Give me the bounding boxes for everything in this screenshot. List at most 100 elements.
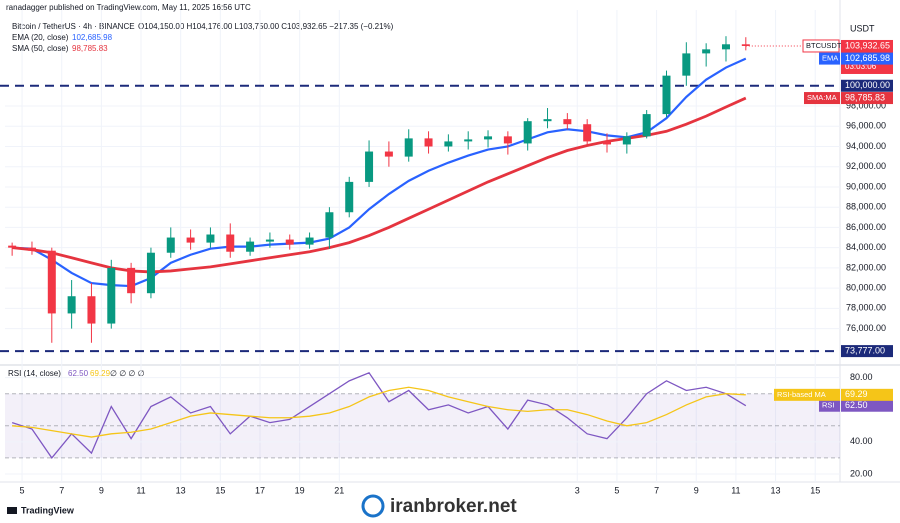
x-tick-label: 17 bbox=[255, 485, 265, 495]
ma-name-badge bbox=[819, 52, 840, 65]
candle-body bbox=[642, 114, 651, 137]
symbol-title: Bitcoin / TetherUS · 4h · BINANCE bbox=[12, 22, 135, 31]
candle-body bbox=[603, 141, 612, 145]
currency: USDT bbox=[850, 23, 875, 33]
ma-value: 98,785.83 bbox=[845, 92, 885, 102]
rsi-value-badge bbox=[841, 399, 893, 412]
y-tick-label: 76,000.00 bbox=[846, 323, 886, 333]
x-tick-label: 5 bbox=[20, 485, 25, 495]
candle-body bbox=[87, 296, 96, 324]
candle-body bbox=[424, 138, 433, 147]
candle-body bbox=[206, 234, 215, 243]
y-tick-label: 80,000.00 bbox=[846, 283, 886, 293]
y-tick-label: 96,000.00 bbox=[846, 121, 886, 131]
x-tick-label: 9 bbox=[694, 485, 699, 495]
rsi-name: RSI-based MA bbox=[777, 390, 826, 399]
rsi-name-badge bbox=[819, 399, 840, 412]
candle-body bbox=[67, 296, 76, 314]
legend-value: 98,785.83 bbox=[72, 44, 108, 53]
candle-body bbox=[285, 239, 294, 245]
y-tick-label: 88,000.00 bbox=[846, 202, 886, 212]
candle-body bbox=[741, 44, 750, 46]
x-tick-label: 7 bbox=[59, 485, 64, 495]
candle-body bbox=[464, 139, 473, 142]
candle-body bbox=[384, 151, 393, 157]
x-tick-label: 7 bbox=[654, 485, 659, 495]
y-tick-label: 94,000.00 bbox=[846, 141, 886, 151]
level-badge bbox=[841, 79, 893, 92]
rsi-legend-value: 62.50 bbox=[68, 369, 89, 378]
published: ranadagger published on TradingView.com,… bbox=[6, 3, 251, 12]
y-tick-label: 98,000.00 bbox=[846, 100, 886, 110]
rsi-name-badge bbox=[774, 388, 840, 401]
rsi-title: RSI (14, close) bbox=[8, 369, 61, 378]
candle-body bbox=[146, 252, 155, 294]
ma-name-badge bbox=[804, 92, 840, 105]
candle-body bbox=[186, 237, 195, 243]
watermark-logo bbox=[361, 494, 385, 518]
y-tick-label: 90,000.00 bbox=[846, 181, 886, 191]
x-tick-label: 15 bbox=[215, 485, 225, 495]
candle-body bbox=[404, 138, 413, 157]
candle-body bbox=[365, 151, 374, 182]
ticker-badge bbox=[802, 39, 840, 53]
candle-body bbox=[444, 141, 453, 147]
rsi-name: RSI bbox=[822, 401, 835, 410]
legend-name: SMA (50, close) bbox=[12, 44, 69, 53]
level-label: 73,777.00 bbox=[845, 345, 885, 355]
rsi-extra: ∅ ∅ ∅ ∅ bbox=[110, 369, 145, 378]
candle-body bbox=[246, 241, 255, 252]
candle-body bbox=[265, 239, 274, 242]
candle-body bbox=[523, 121, 532, 144]
candle-body bbox=[702, 49, 711, 54]
watermark: iranbroker.net bbox=[390, 496, 517, 517]
level-label: 100,000.00 bbox=[845, 80, 890, 90]
candle-body bbox=[682, 53, 691, 76]
candle-body bbox=[563, 119, 572, 125]
legend-name: EMA (20, close) bbox=[12, 33, 69, 42]
candle-body bbox=[721, 44, 730, 50]
rsi-value-badge bbox=[841, 388, 893, 401]
x-tick-label: 19 bbox=[295, 485, 305, 495]
candle-body bbox=[47, 250, 56, 314]
rsi-value: 69.29 bbox=[845, 389, 868, 399]
candle-body bbox=[226, 234, 235, 252]
ma-value-badge bbox=[841, 92, 893, 105]
rsi-tick-label: 80.00 bbox=[850, 372, 873, 382]
y-tick-label: 82,000.00 bbox=[846, 262, 886, 272]
x-tick-label: 13 bbox=[771, 485, 781, 495]
x-tick-label: 13 bbox=[176, 485, 186, 495]
x-tick-label: 3 bbox=[575, 485, 580, 495]
x-tick-label: 11 bbox=[731, 485, 740, 495]
candle-body bbox=[543, 119, 552, 122]
ticker-label: BTCUSDT bbox=[806, 41, 842, 50]
rsi-line bbox=[12, 386, 746, 438]
countdown-label: 03:03:06 bbox=[845, 62, 877, 71]
level-badge bbox=[841, 345, 893, 358]
rsi-value: 62.50 bbox=[845, 400, 868, 410]
ma-value-badge bbox=[841, 52, 893, 65]
candle-body bbox=[8, 245, 17, 248]
footer: TradingView bbox=[21, 505, 75, 515]
candle-body bbox=[583, 124, 592, 142]
ma-value: 102,685.98 bbox=[845, 53, 890, 63]
candle-body bbox=[27, 247, 36, 251]
y-tick-label: 92,000.00 bbox=[846, 161, 886, 171]
ohlc: O104,150.00 H104,176.00 L103,750.00 C103… bbox=[138, 22, 394, 31]
candle-body bbox=[166, 237, 175, 253]
candle-body bbox=[107, 267, 116, 324]
x-tick-label: 15 bbox=[810, 485, 820, 495]
x-tick-label: 5 bbox=[614, 485, 619, 495]
x-tick-label: 21 bbox=[334, 485, 344, 495]
y-tick-label: 84,000.00 bbox=[846, 242, 886, 252]
candle-body bbox=[484, 136, 493, 140]
legend-value: 102,685.98 bbox=[72, 33, 113, 42]
candle-body bbox=[127, 267, 136, 294]
x-tick-label: 11 bbox=[136, 485, 145, 495]
candle-body bbox=[325, 212, 334, 238]
price-label: 103,932.65 bbox=[845, 40, 890, 50]
y-tick-label: 86,000.00 bbox=[846, 222, 886, 232]
x-tick-label: 9 bbox=[99, 485, 104, 495]
ma-name: EMA bbox=[822, 54, 838, 63]
